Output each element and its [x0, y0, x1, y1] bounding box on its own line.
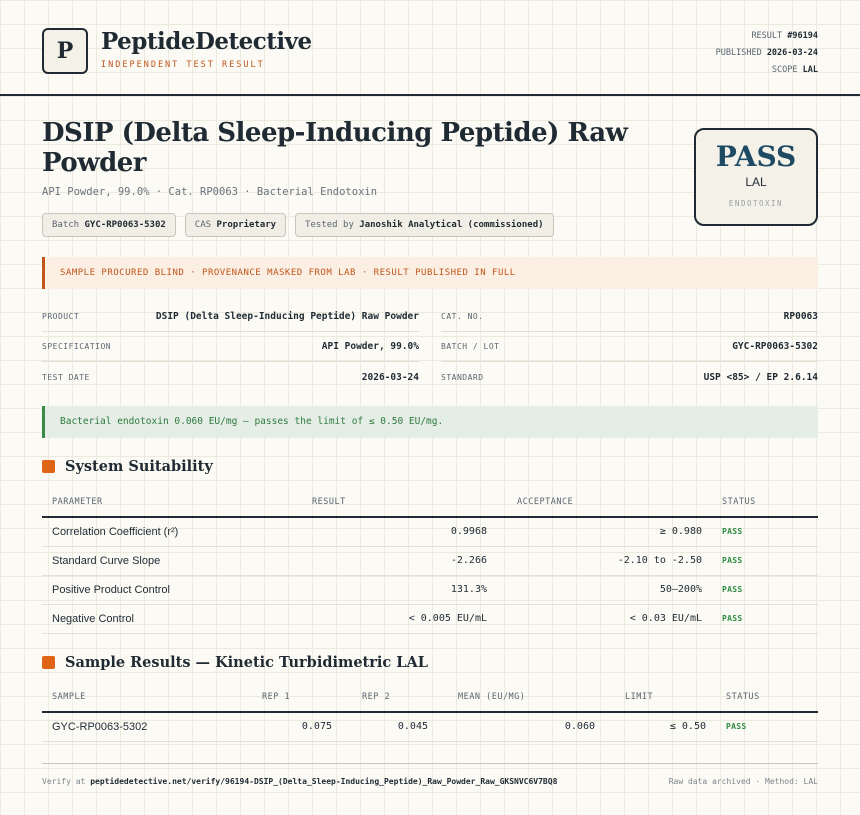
cell-result: 0.9968 [272, 517, 497, 547]
cell-acceptance: 50–200% [497, 575, 712, 605]
table-header-row: PARAMETER RESULT ACCEPTANCE STATUS [42, 487, 818, 518]
cell-parameter: Negative Control [42, 604, 272, 634]
suitability-section-title: System Suitability [42, 458, 213, 475]
stamp-result: PASS [715, 140, 797, 173]
col-header-result: RESULT [272, 487, 497, 518]
verify-text: Verify at peptidedetective.net/verify/96… [42, 777, 558, 786]
stamp-category: ENDOTOXIN [728, 199, 784, 208]
info-value: 2026-03-24 [361, 371, 419, 383]
info-left: PRODUCT DSIP (Delta Sleep-Inducing Pepti… [42, 302, 419, 392]
samples-table: SAMPLE REP 1 REP 2 MEAN (EU/MG) LIMIT ST… [42, 682, 818, 742]
meta-result: RESULT #96194 [751, 31, 818, 41]
cell-mean: 0.060 [438, 712, 605, 742]
cell-sample: GYC-RP0063-5302 [42, 712, 242, 742]
col-header-status: STATUS [712, 487, 818, 518]
table-header-row: SAMPLE REP 1 REP 2 MEAN (EU/MG) LIMIT ST… [42, 682, 818, 713]
samples-section-title: Sample Results — Kinetic Turbidimetric L… [42, 654, 428, 671]
info-label: TEST DATE [42, 372, 90, 382]
product-chips: Batch GYC-RP0063-5302 CAS Proprietary Te… [42, 213, 554, 237]
status-badge: PASS [712, 575, 818, 605]
col-header-rep1: REP 1 [242, 682, 342, 713]
info-row-standard: STANDARD USP <85> / EP 2.6.14 [441, 362, 818, 392]
section-marker-icon [42, 460, 55, 473]
info-label: STANDARD [441, 372, 484, 382]
result-summary-banner: Bacterial endotoxin 0.060 EU/mg — passes… [42, 406, 818, 438]
table-row: Negative Control < 0.005 EU/mL < 0.03 EU… [42, 604, 818, 634]
status-badge: PASS [712, 604, 818, 634]
product-title: DSIP (Delta Sleep-Inducing Peptide) Raw … [42, 118, 628, 178]
page-header: P PeptideDetective INDEPENDENT TEST RESU… [0, 0, 860, 96]
logo-icon: P [42, 28, 88, 74]
footer-archive-note: Raw data archived · Method: LAL [668, 777, 818, 786]
cell-result: < 0.005 EU/mL [272, 604, 497, 634]
brand-name: PeptideDetective [101, 28, 312, 55]
meta-scope: SCOPE LAL [771, 65, 818, 75]
cell-rep1: 0.075 [242, 712, 342, 742]
info-value: DSIP (Delta Sleep-Inducing Peptide) Raw … [155, 311, 419, 322]
status-badge: PASS [716, 712, 818, 742]
table-row: GYC-RP0063-5302 0.075 0.045 0.060 ≤ 0.50… [42, 712, 818, 742]
cell-result: -2.266 [272, 546, 497, 576]
info-right: CAT. NO. RP0063 BATCH / LOT GYC-RP0063-5… [441, 302, 818, 392]
info-row-product: PRODUCT DSIP (Delta Sleep-Inducing Pepti… [42, 302, 419, 332]
result-meta: RESULT #96194 PUBLISHED 2026-03-24 SCOPE… [716, 28, 818, 79]
chip-tested-by: Tested by Janoshik Analytical (commissio… [295, 213, 554, 237]
info-value: API Powder, 99.0% [321, 341, 419, 352]
info-row-test-date: TEST DATE 2026-03-24 [42, 362, 419, 392]
cell-acceptance: -2.10 to -2.50 [497, 546, 712, 576]
col-header-parameter: PARAMETER [42, 487, 272, 518]
col-header-limit: LIMIT [605, 682, 716, 713]
chip-cas: CAS Proprietary [184, 213, 287, 237]
info-row-batch-lot: BATCH / LOT GYC-RP0063-5302 [441, 332, 818, 362]
chip-batch: Batch GYC-RP0063-5302 [42, 213, 176, 237]
pass-stamp: PASS LAL ENDOTOXIN [694, 128, 818, 226]
info-label: BATCH / LOT [441, 342, 500, 351]
table-row: Standard Curve Slope -2.266 -2.10 to -2.… [42, 546, 818, 576]
info-row-specification: SPECIFICATION API Powder, 99.0% [42, 332, 419, 362]
col-header-mean: MEAN (EU/MG) [438, 682, 605, 713]
info-value: USP <85> / EP 2.6.14 [703, 371, 818, 383]
cell-result: 131.3% [272, 575, 497, 605]
info-value: RP0063 [783, 311, 818, 322]
stamp-method: LAL [745, 175, 767, 189]
status-badge: PASS [712, 517, 818, 547]
col-header-status: STATUS [716, 682, 818, 713]
cell-limit: ≤ 0.50 [605, 712, 716, 742]
info-row-cat-no: CAT. NO. RP0063 [441, 302, 818, 332]
info-label: CAT. NO. [441, 312, 484, 321]
brand-tagline: INDEPENDENT TEST RESULT [101, 60, 265, 70]
product-subtitle: API Powder, 99.0% · Cat. RP0063 · Bacter… [42, 186, 378, 198]
page-footer: Verify at peptidedetective.net/verify/96… [42, 763, 818, 786]
table-row: Correlation Coefficient (r²) 0.9968 ≥ 0.… [42, 517, 818, 547]
verify-link[interactable]: peptidedetective.net/verify/96194-DSIP_(… [90, 777, 558, 786]
blind-sample-banner: SAMPLE PROCURED BLIND · PROVENANCE MASKE… [42, 257, 818, 289]
section-marker-icon [42, 656, 55, 669]
cell-parameter: Correlation Coefficient (r²) [42, 517, 272, 547]
cell-parameter: Standard Curve Slope [42, 546, 272, 576]
cell-parameter: Positive Product Control [42, 575, 272, 605]
cell-rep2: 0.045 [342, 712, 438, 742]
suitability-table: PARAMETER RESULT ACCEPTANCE STATUS Corre… [42, 487, 818, 634]
meta-published: PUBLISHED 2026-03-24 [715, 48, 818, 58]
info-label: SPECIFICATION [42, 342, 112, 351]
cell-acceptance: < 0.03 EU/mL [497, 604, 712, 634]
col-header-sample: SAMPLE [42, 682, 242, 713]
table-row: Positive Product Control 131.3% 50–200% … [42, 575, 818, 605]
cell-acceptance: ≥ 0.980 [497, 517, 712, 547]
info-value: GYC-RP0063-5302 [732, 341, 818, 352]
status-badge: PASS [712, 546, 818, 576]
col-header-rep2: REP 2 [342, 682, 438, 713]
info-label: PRODUCT [42, 312, 80, 321]
col-header-acceptance: ACCEPTANCE [497, 487, 712, 518]
